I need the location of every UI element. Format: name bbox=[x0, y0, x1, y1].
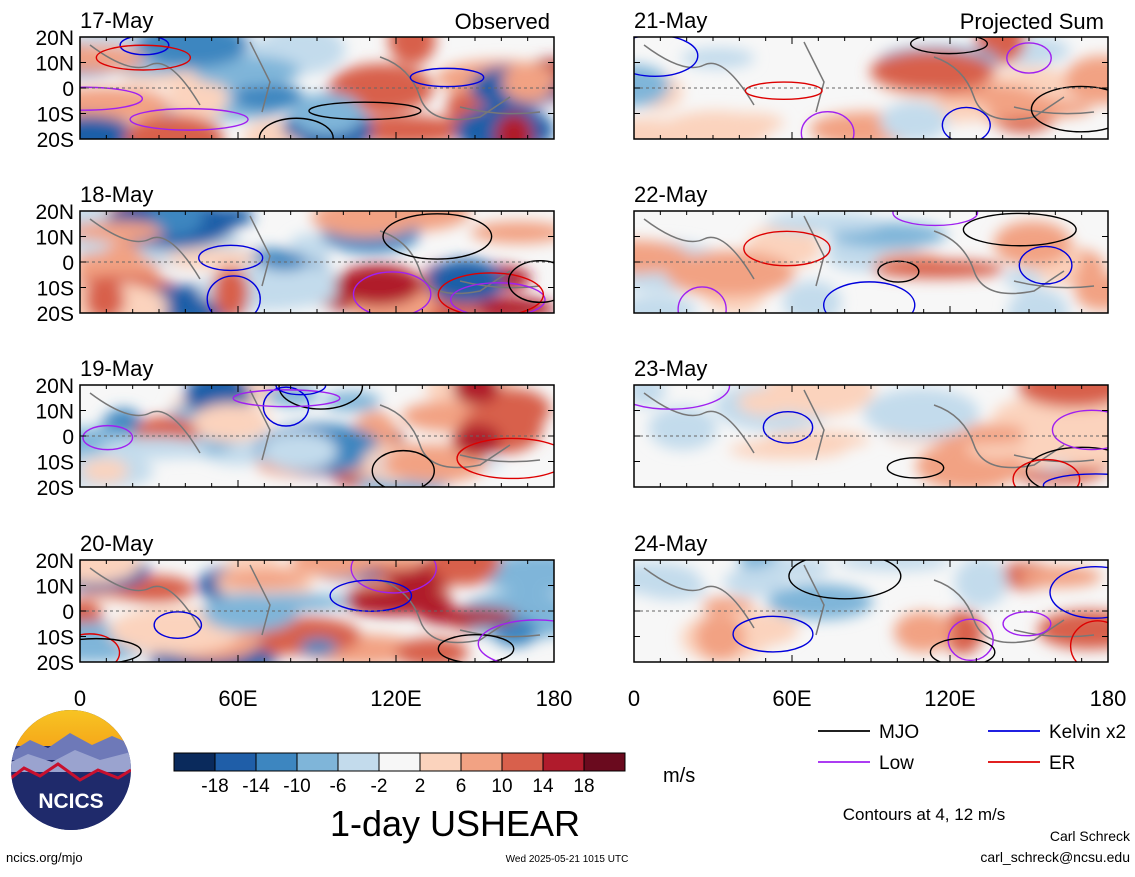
colorbar-tick-label: -2 bbox=[371, 776, 388, 797]
contour-note: Contours at 4, 12 m/s bbox=[843, 805, 1006, 824]
colorbar-tick-label: 14 bbox=[532, 776, 554, 797]
y-tick-label: 0 bbox=[62, 78, 74, 101]
colorbar-swatch bbox=[173, 752, 216, 772]
colorbar-tick-label: 2 bbox=[415, 776, 426, 797]
panel-21-May: 21-May Projected Sum bbox=[633, 8, 1109, 140]
y-tick-label: 10S bbox=[37, 278, 74, 301]
x-tick-label: 180 bbox=[536, 686, 573, 711]
y-tick-label: 0 bbox=[62, 426, 74, 449]
author-email: carl_schreck@ncsu.edu bbox=[980, 849, 1130, 865]
legend-label: MJO bbox=[879, 722, 919, 743]
colorbar-swatch bbox=[214, 752, 257, 772]
panel-field bbox=[634, 37, 1108, 139]
colorbar-swatch bbox=[337, 752, 380, 772]
y-tick-label: 20N bbox=[35, 201, 74, 224]
panel-date-label: 19-May bbox=[80, 356, 153, 381]
colorbar: -18 -14 -10 -6 -2 2 6 10 14 18 bbox=[173, 752, 626, 797]
panel-date-label: 20-May bbox=[80, 531, 153, 556]
y-tick-label: 20S bbox=[37, 303, 74, 326]
colorbar-swatch bbox=[255, 752, 298, 772]
x-tick-label: 60E bbox=[218, 686, 257, 711]
colorbar-tick-label: 6 bbox=[456, 776, 467, 797]
colorbar-tick-label: 10 bbox=[491, 776, 512, 797]
legend-label: ER bbox=[1049, 753, 1075, 774]
legend-label: Low bbox=[879, 753, 914, 774]
y-tick-label: 20N bbox=[35, 550, 74, 573]
colorbar-tick-label: -14 bbox=[242, 776, 270, 797]
colorbar-swatch bbox=[296, 752, 339, 772]
y-tick-label: 10N bbox=[35, 401, 74, 424]
panel-field bbox=[80, 211, 554, 313]
panel-field bbox=[80, 560, 554, 662]
colorbar-swatch bbox=[419, 752, 462, 772]
y-tick-label: 10N bbox=[35, 53, 74, 76]
panel-23-May: 23-May bbox=[633, 356, 1109, 488]
colorbar-swatch bbox=[501, 752, 544, 772]
column-label: Projected Sum bbox=[960, 9, 1104, 34]
y-tick-label: 10N bbox=[35, 227, 74, 250]
panel-date-label: 23-May bbox=[634, 356, 707, 381]
colorbar-swatch bbox=[583, 752, 626, 772]
y-tick-label: 20N bbox=[35, 27, 74, 50]
colorbar-swatch bbox=[378, 752, 421, 772]
y-tick-label: 10N bbox=[35, 576, 74, 599]
panel-date-label: 18-May bbox=[80, 182, 153, 207]
y-tick-label: 20S bbox=[37, 652, 74, 675]
footer-url: ncics.org/mjo bbox=[6, 850, 83, 865]
x-tick-label: 60E bbox=[772, 686, 811, 711]
panel-field bbox=[634, 211, 1108, 313]
x-tick-label: 120E bbox=[924, 686, 975, 711]
y-tick-label: 20N bbox=[35, 375, 74, 398]
legend-label: Kelvin x2 bbox=[1049, 722, 1126, 743]
author-name: Carl Schreck bbox=[1050, 828, 1131, 844]
y-tick-label: 10S bbox=[37, 627, 74, 650]
colorbar-swatch bbox=[542, 752, 585, 772]
x-axis-left: 0 60E 120E 180 bbox=[74, 686, 572, 711]
panel-24-May: 24-May bbox=[633, 531, 1109, 663]
panel-field bbox=[634, 385, 1108, 487]
units-label: m/s bbox=[663, 765, 695, 787]
colorbar-tick-label: -18 bbox=[201, 776, 228, 797]
panel-field bbox=[634, 560, 1108, 662]
colorbar-tick-label: 18 bbox=[573, 776, 594, 797]
panel-date-label: 21-May bbox=[634, 8, 707, 33]
panel-date-label: 17-May bbox=[80, 8, 153, 33]
colorbar-swatch bbox=[460, 752, 503, 772]
y-tick-label: 10S bbox=[37, 104, 74, 127]
panel-date-label: 24-May bbox=[634, 531, 707, 556]
panel-date-label: 22-May bbox=[634, 182, 707, 207]
y-tick-label: 10S bbox=[37, 452, 74, 475]
logo-text: NCICS bbox=[38, 790, 103, 813]
y-tick-label: 20S bbox=[37, 477, 74, 500]
y-tick-label: 0 bbox=[62, 601, 74, 624]
panel-field bbox=[80, 37, 554, 139]
figure-title: 1-day USHEAR bbox=[330, 803, 580, 844]
footer-timestamp: Wed 2025-05-21 1015 UTC bbox=[506, 854, 629, 865]
x-tick-label: 0 bbox=[628, 686, 640, 711]
y-tick-label: 20S bbox=[37, 129, 74, 152]
colorbar-tick-label: -10 bbox=[283, 776, 310, 797]
legend: MJO Kelvin x2 Low ER bbox=[818, 722, 1126, 774]
colorbar-tick-label: -6 bbox=[330, 776, 347, 797]
panel-field bbox=[80, 385, 554, 487]
y-tick-label: 0 bbox=[62, 252, 74, 275]
x-axis-right: 0 60E 120E 180 bbox=[628, 686, 1126, 711]
ncics-logo: NCICS bbox=[11, 710, 131, 830]
panel-22-May: 22-May bbox=[633, 182, 1109, 314]
column-label: Observed bbox=[455, 9, 550, 34]
x-tick-label: 180 bbox=[1090, 686, 1127, 711]
x-tick-label: 120E bbox=[370, 686, 421, 711]
x-tick-label: 0 bbox=[74, 686, 86, 711]
